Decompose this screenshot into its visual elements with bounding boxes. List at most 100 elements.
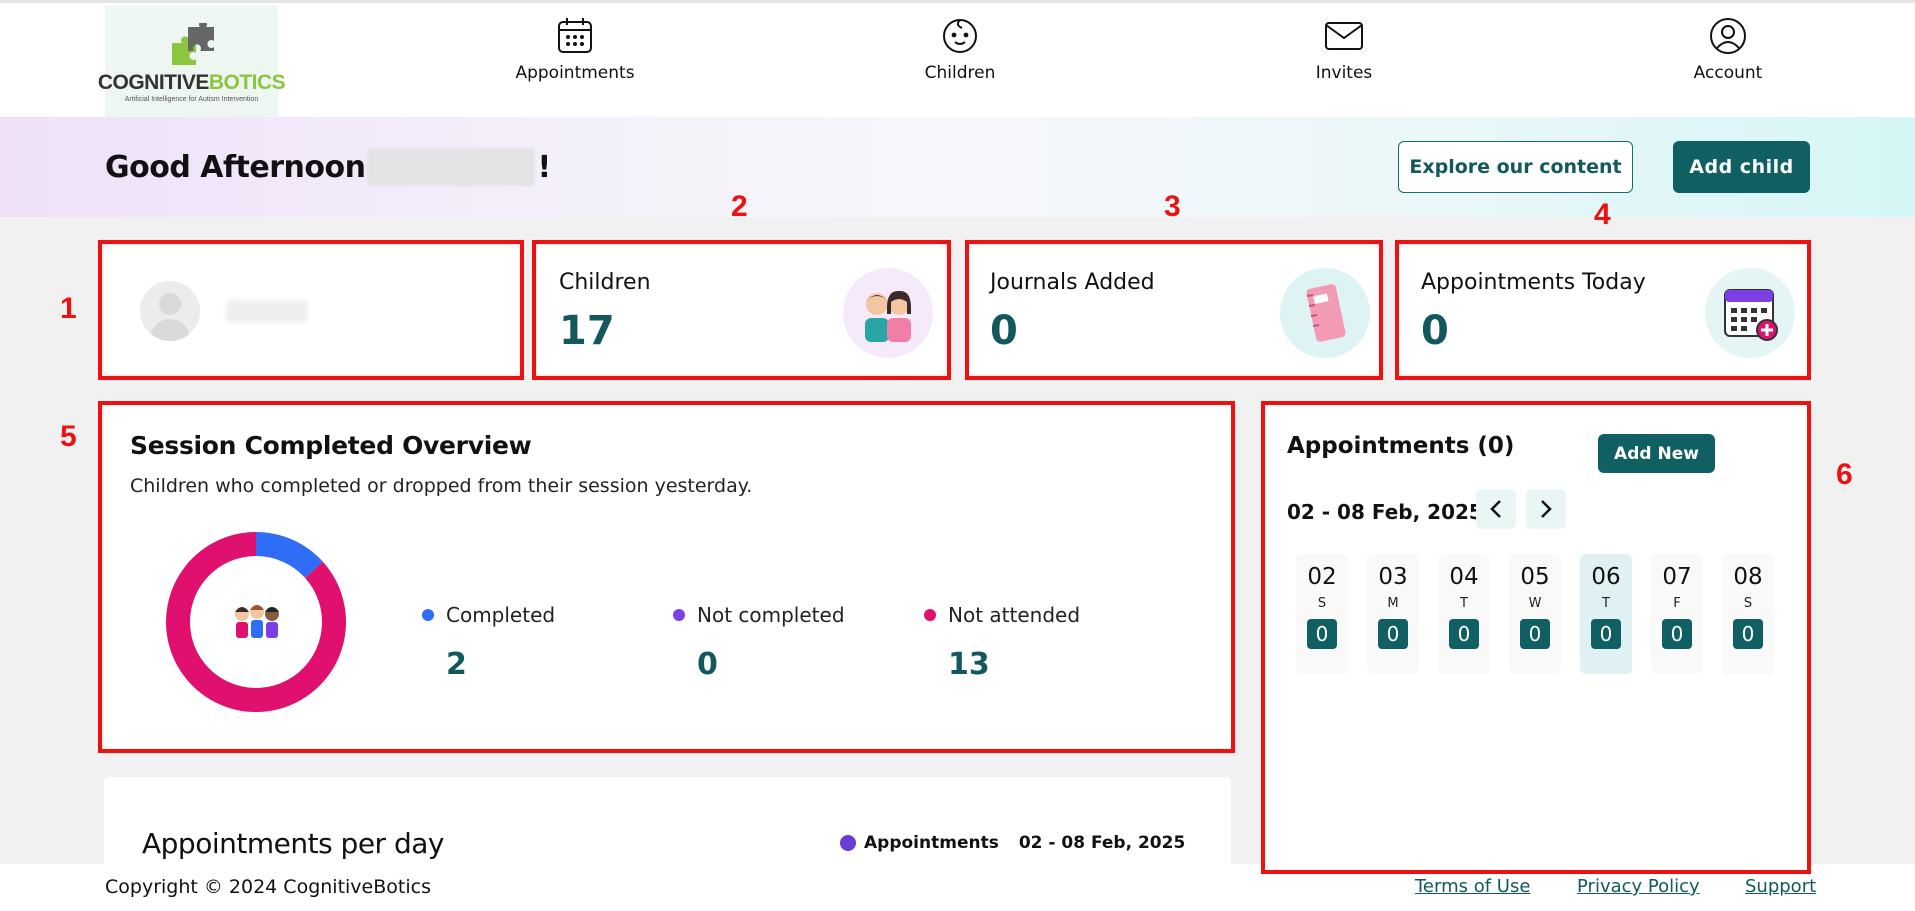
appointments-legend-dot-icon xyxy=(840,835,856,851)
children-stat-label: Children xyxy=(559,270,651,295)
day-number: 04 xyxy=(1449,564,1479,590)
add-new-appointment-button[interactable]: Add New xyxy=(1598,434,1715,473)
day-number: 08 xyxy=(1733,564,1763,590)
day-count-badge: 0 xyxy=(1591,619,1621,649)
puzzle-logo-icon xyxy=(171,23,214,65)
blurred-profile-name xyxy=(226,300,308,322)
nav-children-label: Children xyxy=(924,63,996,83)
session-overview-card: Session Completed Overview Children who … xyxy=(104,405,1231,748)
day-count-badge: 0 xyxy=(1662,619,1692,649)
session-overview-title: Session Completed Overview xyxy=(130,431,532,460)
day-count-badge: 0 xyxy=(1520,619,1550,649)
nav-children[interactable]: Children xyxy=(870,17,1050,83)
support-link[interactable]: Support xyxy=(1745,876,1817,897)
day-weekday: S xyxy=(1317,596,1327,611)
day-cell[interactable]: 03 M 0 xyxy=(1367,554,1419,674)
nav-appointments-label: Appointments xyxy=(515,63,635,83)
day-weekday: T xyxy=(1460,596,1468,611)
add-child-button[interactable]: Add child xyxy=(1673,141,1810,193)
appointments-per-day-title: Appointments per day xyxy=(142,827,444,860)
session-donut-chart xyxy=(166,532,346,712)
nav-invites[interactable]: Invites xyxy=(1254,17,1434,83)
day-weekday: T xyxy=(1602,596,1610,611)
appointments-panel: Appointments (0) Add New 02 - 08 Feb, 20… xyxy=(1265,405,1809,870)
week-range: 02 - 08 Feb, 2025 xyxy=(1287,500,1483,524)
appointments-per-day-range: 02 - 08 Feb, 2025 xyxy=(1018,833,1186,853)
profile-card[interactable] xyxy=(104,246,519,374)
annotation-marker-3: 3 xyxy=(1164,190,1181,223)
legend-not-attended-value: 13 xyxy=(948,647,990,682)
footer: Copyright © 2024 CognitiveBotics Terms o… xyxy=(0,864,1915,911)
greeting-heading: Good Afternoon ! xyxy=(105,148,551,186)
legend-not-completed-value: 0 xyxy=(697,647,718,682)
explore-content-button[interactable]: Explore our content xyxy=(1398,141,1633,193)
donut-slice-completed xyxy=(255,532,323,579)
nav-invites-label: Invites xyxy=(1315,63,1373,83)
terms-link[interactable]: Terms of Use xyxy=(1415,876,1531,897)
chevron-right-icon xyxy=(1541,500,1552,518)
legend-not-completed-label: Not completed xyxy=(697,603,845,627)
user-circle-icon xyxy=(1710,18,1746,54)
journals-stat-label: Journals Added xyxy=(990,270,1155,295)
greeting-exclaim: ! xyxy=(537,149,551,185)
session-overview-subtitle: Children who completed or dropped from t… xyxy=(130,475,753,497)
legend-completed: Completed 2 xyxy=(422,603,652,682)
appointments-today-label: Appointments Today xyxy=(1421,270,1646,295)
day-cell[interactable]: 05 W 0 xyxy=(1509,554,1561,674)
day-number: 03 xyxy=(1378,564,1408,590)
legend-completed-value: 2 xyxy=(446,647,467,682)
donut-slice-not-attended xyxy=(166,532,346,712)
day-number: 02 xyxy=(1307,564,1337,590)
journals-stat-card[interactable]: Journals Added 0 xyxy=(968,246,1378,374)
day-number: 07 xyxy=(1662,564,1692,590)
not-attended-dot-icon xyxy=(924,609,936,621)
kids-illustration-icon xyxy=(228,600,286,650)
day-cell-selected[interactable]: 06 T 0 xyxy=(1580,554,1632,674)
legend-not-attended: Not attended 13 xyxy=(924,603,1154,682)
chevron-left-icon xyxy=(1490,500,1501,518)
annotation-marker-2: 2 xyxy=(731,190,748,223)
appointments-today-stat-card[interactable]: Appointments Today 0 xyxy=(1399,246,1809,374)
appointments-panel-title: Appointments (0) xyxy=(1287,433,1515,459)
day-count-badge: 0 xyxy=(1733,619,1763,649)
journal-book-icon xyxy=(1280,268,1370,358)
greeting-banner: Good Afternoon ! Explore our content Add… xyxy=(0,117,1915,217)
nav-appointments[interactable]: Appointments xyxy=(485,17,665,83)
legend-not-attended-label: Not attended xyxy=(948,603,1081,627)
not-completed-dot-icon xyxy=(673,609,685,621)
day-weekday: W xyxy=(1528,596,1542,611)
day-cell[interactable]: 07 F 0 xyxy=(1651,554,1703,674)
privacy-link[interactable]: Privacy Policy xyxy=(1577,876,1700,897)
day-weekday: M xyxy=(1387,596,1399,611)
greeting-text: Good Afternoon xyxy=(105,149,366,185)
appointments-legend: Appointments 02 - 08 Feb, 2025 xyxy=(840,833,1185,853)
logo-tagline: Artificial Intelligence for Autism Inter… xyxy=(124,96,259,103)
day-weekday: S xyxy=(1743,596,1753,611)
annotation-marker-4: 4 xyxy=(1594,198,1611,231)
next-week-button[interactable] xyxy=(1526,489,1566,529)
cognitivebotics-logo[interactable]: COGNITIVEBOTICS Artificial Intelligence … xyxy=(98,6,286,120)
nav-account[interactable]: Account xyxy=(1638,17,1818,83)
journals-stat-value: 0 xyxy=(990,308,1018,354)
avatar xyxy=(140,281,200,341)
appointments-legend-label: Appointments xyxy=(864,833,999,853)
annotation-marker-1: 1 xyxy=(60,292,77,325)
day-count-badge: 0 xyxy=(1449,619,1479,649)
top-navigation: COGNITIVEBOTICS Artificial Intelligence … xyxy=(0,0,1915,120)
children-stat-card[interactable]: Children 17 xyxy=(537,246,945,374)
legend-completed-label: Completed xyxy=(446,603,556,627)
blurred-user-name xyxy=(367,148,536,186)
day-number: 05 xyxy=(1520,564,1550,590)
day-weekday: F xyxy=(1673,596,1681,611)
logo-wordmark: COGNITIVEBOTICS xyxy=(97,71,286,94)
day-cell[interactable]: 02 S 0 xyxy=(1296,554,1348,674)
baby-face-icon xyxy=(943,19,977,53)
previous-week-button[interactable] xyxy=(1476,489,1516,529)
day-cell[interactable]: 04 T 0 xyxy=(1438,554,1490,674)
nav-account-label: Account xyxy=(1693,63,1763,83)
day-number: 06 xyxy=(1591,564,1621,590)
day-count-badge: 0 xyxy=(1307,619,1337,649)
day-cell[interactable]: 08 S 0 xyxy=(1722,554,1774,674)
annotation-marker-5: 5 xyxy=(60,420,77,453)
copyright-text: Copyright © 2024 CognitiveBotics xyxy=(105,876,431,898)
